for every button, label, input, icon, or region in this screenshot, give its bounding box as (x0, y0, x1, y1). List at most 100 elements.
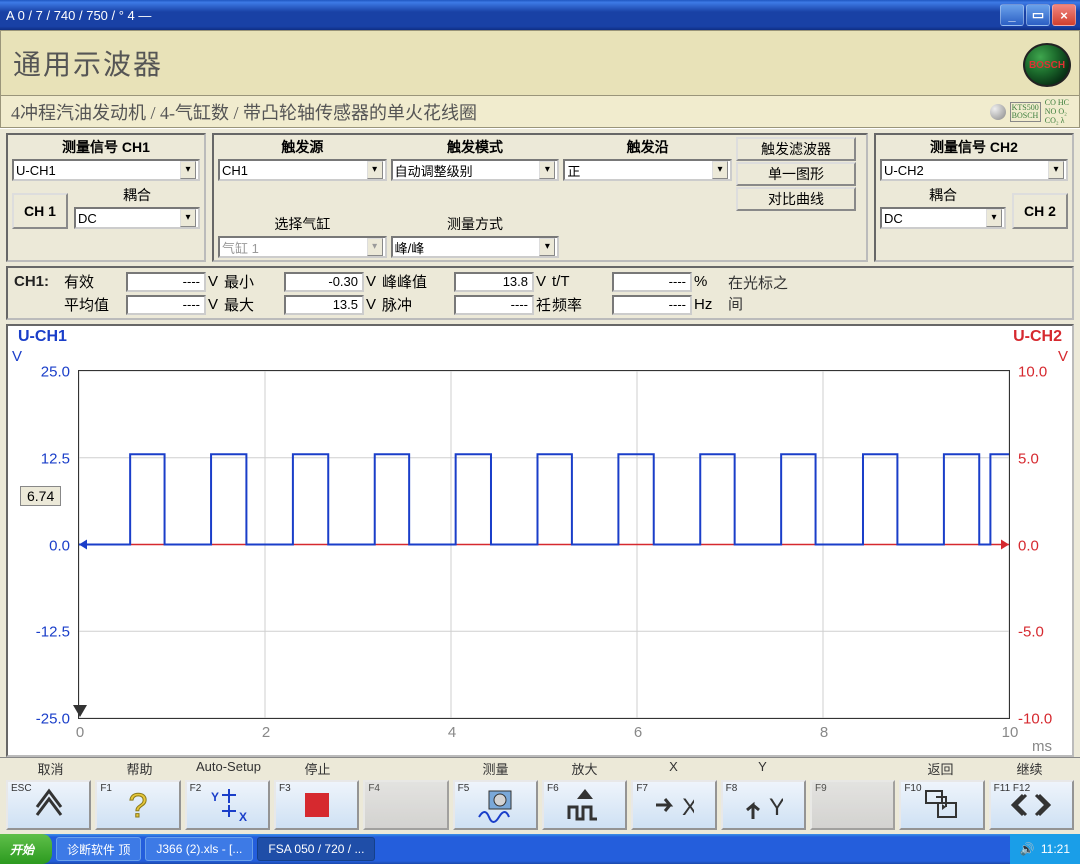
taskbar-task[interactable]: J366 (2).xls - [... (145, 837, 253, 861)
softkey-f9[interactable]: F9 (810, 780, 895, 830)
maximize-button[interactable]: ▭ (1026, 4, 1050, 26)
trig-src-select[interactable]: CH1▾ (218, 159, 387, 181)
softkey-f5[interactable]: F5 (453, 780, 538, 830)
y2-tick: -5.0 (1012, 624, 1072, 641)
y1-tick: 25.0 (8, 364, 76, 381)
ch1-name: U-CH1 (18, 328, 67, 346)
window-caption: A 0 / 7 / 740 / 750 / ° 4 — (6, 8, 998, 23)
waveform-svg (79, 371, 1009, 718)
x-tick: 10 (1002, 724, 1019, 741)
plot-canvas[interactable] (78, 370, 1010, 719)
rms-unit: V (206, 273, 224, 290)
y2-tick: 5.0 (1012, 450, 1072, 467)
logo-icon: BOSCH (1023, 43, 1071, 87)
softkey-label-5: 测量 (451, 759, 540, 778)
softkey-f10[interactable]: F10 (899, 780, 984, 830)
ch2-button[interactable]: CH 2 (1012, 193, 1068, 229)
ch1-button[interactable]: CH 1 (12, 193, 68, 229)
meas-ch-label: CH1: (14, 273, 64, 290)
taskbar-task[interactable]: 诊断软件 顶 (56, 837, 141, 861)
minimize-button[interactable]: _ (1000, 4, 1024, 26)
cylinder-select[interactable]: 气缸 1▾ (218, 236, 387, 258)
gas-icon: CO HCNO O₂CO₂ λ (1045, 98, 1069, 125)
softkey-esc[interactable]: ESC (6, 780, 91, 830)
trig-slope-label: 触发沿 (563, 137, 732, 159)
min-value: -0.30 (284, 272, 364, 292)
rms-label: 有效 (64, 271, 126, 292)
ch2-coupling-label: 耦合 (880, 185, 1006, 207)
tT-label: t/T (552, 273, 612, 290)
softkey-f8[interactable]: F8Y (721, 780, 806, 830)
avg-label: 平均值 (64, 294, 126, 315)
softkey-label-2: Auto-Setup (184, 759, 273, 778)
trig-mode-select[interactable]: 自动调整级别▾ (391, 159, 560, 181)
ch2-panel: 测量信号 CH2 U-CH2▾ 耦合 DC▾ CH 2 (874, 133, 1074, 262)
close-button[interactable]: × (1052, 4, 1076, 26)
measurements-row: CH1: 有效 ---- V 最小 -0.30 V 峰峰值 13.8 V t/T… (6, 266, 1074, 320)
pulse-unit: 祍 (534, 294, 552, 315)
x-tick: 2 (262, 724, 270, 741)
ch2-name: U-CH2 (1013, 328, 1062, 346)
app-header: 通用示波器 BOSCH (0, 30, 1080, 96)
taskbar: 开始 诊断软件 顶J366 (2).xls - [...FSA 050 / 72… (0, 834, 1080, 864)
x-unit: ms (1032, 738, 1052, 755)
softkey-label-9 (807, 759, 896, 778)
chevron-down-icon: ▾ (180, 161, 196, 179)
cursor-value: 6.74 (20, 486, 61, 506)
ch2-coupling-select[interactable]: DC▾ (880, 207, 1006, 229)
kts-icon: KTS500BOSCH (1010, 102, 1041, 122)
max-unit: V (364, 296, 382, 313)
y2-unit: V (1058, 348, 1068, 365)
ch1-signal-label: 测量信号 CH1 (12, 137, 200, 159)
y1-unit: V (12, 348, 22, 365)
cylinder-label: 选择气缸 (218, 214, 387, 236)
ch1-signal-select[interactable]: U-CH1▾ (12, 159, 200, 181)
x-tick: 0 (76, 724, 84, 741)
ch1-coupling-select[interactable]: DC▾ (74, 207, 200, 229)
softkey-f4[interactable]: F4 (363, 780, 448, 830)
breadcrumb: 4冲程汽油发动机 / 4-气缸数 / 带凸轮轴传感器的单火花线圈 (11, 99, 477, 125)
softkey-f7[interactable]: F7X (631, 780, 716, 830)
sphere-icon (990, 104, 1006, 120)
max-label: 最大 (224, 294, 284, 315)
trig-mode-label: 触发模式 (391, 137, 560, 159)
y2-tick: 0.0 (1012, 537, 1072, 554)
softkey-f6[interactable]: F6 (542, 780, 627, 830)
app-title: 通用示波器 (13, 43, 163, 83)
waveform-area[interactable]: U-CH1 U-CH2 V V ms 6.74 ☰⇤ ☰⇤ ↯ 1 25.012… (6, 324, 1074, 757)
avg-value: ---- (126, 295, 206, 315)
system-tray[interactable]: 🔊 11:21 (1010, 834, 1080, 864)
freq-value: ---- (612, 295, 692, 315)
svg-text:Y: Y (769, 794, 783, 821)
softkey-f11f12[interactable]: F11 F12 (989, 780, 1074, 830)
tray-icon[interactable]: 🔊 (1020, 842, 1035, 856)
y1-tick: 12.5 (8, 450, 76, 467)
min-label: 最小 (224, 271, 284, 292)
x-tick: 8 (820, 724, 828, 741)
ch2-signal-select[interactable]: U-CH2▾ (880, 159, 1068, 181)
pulse-value: ---- (454, 295, 534, 315)
softkey-f2[interactable]: F2YX (185, 780, 270, 830)
compare-curve-button[interactable]: 对比曲线 (736, 187, 856, 211)
tT-value: ---- (612, 272, 692, 292)
trigger-marker-icon (73, 705, 87, 717)
y2-tick: 10.0 (1012, 364, 1072, 381)
meas-mode-select[interactable]: 峰/峰▾ (391, 236, 560, 258)
trigger-filter-button[interactable]: 触发滤波器 (736, 137, 856, 161)
softkey-label-6: 放大 (540, 759, 629, 778)
header-indicator-icons: KTS500BOSCH CO HCNO O₂CO₂ λ (990, 98, 1069, 125)
ch1-panel: 测量信号 CH1 U-CH1▾ CH 1 耦合 DC▾ (6, 133, 206, 262)
trig-slope-select[interactable]: 正▾ (563, 159, 732, 181)
softkey-f1[interactable]: F1? (95, 780, 180, 830)
softkey-label-10: 返回 (896, 759, 985, 778)
softkey-row: 取消帮助Auto-Setup停止测量放大XY返回继续 ESCF1?F2YXF3F… (0, 757, 1080, 834)
taskbar-task[interactable]: FSA 050 / 720 / ... (257, 837, 375, 861)
start-button[interactable]: 开始 (0, 834, 52, 864)
max-value: 13.5 (284, 295, 364, 315)
softkey-f3[interactable]: F3 (274, 780, 359, 830)
svg-text:Y: Y (211, 790, 219, 804)
single-graph-button[interactable]: 单一图形 (736, 162, 856, 186)
softkey-label-0: 取消 (6, 759, 95, 778)
x-tick: 6 (634, 724, 642, 741)
trig-src-label: 触发源 (218, 137, 387, 159)
